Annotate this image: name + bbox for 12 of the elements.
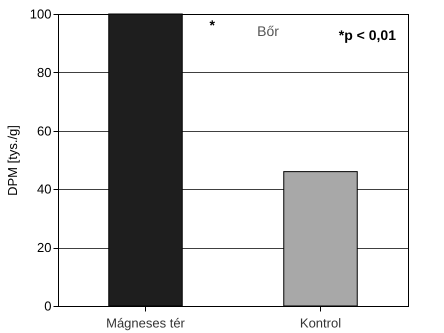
y-tick-label: 40 [37,182,52,197]
y-tick-label: 20 [37,240,52,256]
y-tick-label: 0 [44,298,52,314]
x-tick-label: Mágneses tér [106,316,186,330]
annotation: *p < 0,01 [338,27,396,43]
annotation: * [210,17,216,33]
y-axis-title: DPM [tys./g] [4,125,20,196]
x-tick-label: Kontrol [300,316,342,330]
y-tick-label: 60 [37,123,52,138]
y-tick-label: 100 [30,6,52,22]
y-tick-label: 80 [37,64,52,80]
text: Bőr [257,23,280,39]
